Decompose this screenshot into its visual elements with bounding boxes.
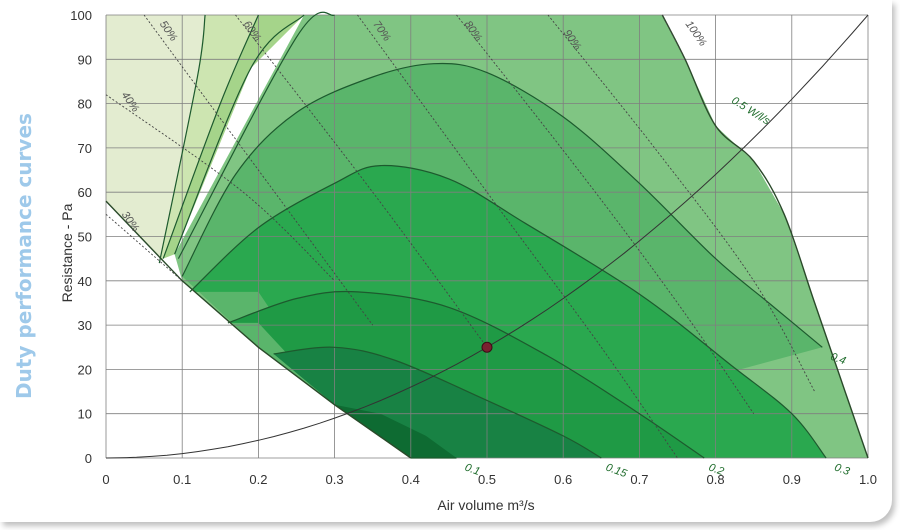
efficiency-line xyxy=(547,14,816,392)
y-tick-label: 90 xyxy=(78,52,92,67)
duty-performance-chart: 0.1 0.15 0.2 0.30.40.5 W/l/s 30%40%50% 60% 70… xyxy=(59,8,877,513)
efficiency-label: 100% xyxy=(683,19,709,49)
x-tick-label: 0 xyxy=(102,472,109,487)
x-tick-label: 0.6 xyxy=(554,472,572,487)
power-contour-line xyxy=(273,346,602,459)
zone-left-1 xyxy=(106,15,206,264)
zone-0-15 xyxy=(273,347,602,458)
power-contour-label: 0.3 xyxy=(833,462,852,479)
efficiency-line xyxy=(105,213,183,282)
efficiency-line xyxy=(235,14,488,348)
y-tick-label: 70 xyxy=(78,141,92,156)
y-tick-label: 30 xyxy=(78,318,92,333)
power-contour-line xyxy=(174,14,305,255)
power-contour-line xyxy=(177,11,335,259)
power-contour-label: 0.5 W/l/s xyxy=(729,95,772,128)
x-tick-label: 0.2 xyxy=(249,472,267,487)
y-tick-label: 0 xyxy=(85,451,92,466)
efficiency-line xyxy=(105,94,335,282)
x-tick-label: 0.5 xyxy=(478,472,496,487)
y-tick-label: 60 xyxy=(78,185,92,200)
y-axis-label: Resistance - Pa xyxy=(59,203,75,302)
efficiency-line xyxy=(357,14,678,459)
efficiency-line xyxy=(661,14,686,60)
x-tick-label: 0.8 xyxy=(707,472,725,487)
y-tick-label: 100 xyxy=(70,8,92,23)
power-contour-line xyxy=(158,14,206,264)
y-tick-label: 10 xyxy=(78,407,92,422)
zone-0-2 xyxy=(227,291,705,458)
boundary-line xyxy=(105,200,412,459)
x-tick-label: 0.3 xyxy=(326,472,344,487)
y-tick-label: 50 xyxy=(78,230,92,245)
power-contour-label: 0.4 xyxy=(829,351,847,368)
grid-lines xyxy=(105,14,869,459)
efficiency-line xyxy=(456,14,755,414)
x-axis-label: Air volume m³/s xyxy=(437,497,534,513)
y-tick-label: 80 xyxy=(78,97,92,112)
zone-0-1 xyxy=(334,404,457,458)
power-contour-line xyxy=(189,164,827,459)
system-curve xyxy=(105,14,869,459)
power-contour-line xyxy=(181,62,823,348)
efficiency-line xyxy=(143,14,374,326)
power-contour-label: 0.2 xyxy=(707,462,725,479)
x-tick-label: 0.4 xyxy=(402,472,420,487)
zone-left-3 xyxy=(163,15,305,259)
y-tick-label: 20 xyxy=(78,362,92,377)
x-tick-label: 0.1 xyxy=(173,472,191,487)
power-contour-line xyxy=(227,290,705,459)
power-contour-label: 0.1 xyxy=(463,462,481,479)
duty-point-marker xyxy=(481,341,493,353)
chart-card: Duty performance curves 0.1 0.15 0.2 0.3 0.4… xyxy=(12,8,878,513)
x-tick-label: 0.7 xyxy=(630,472,648,487)
outer-envelope-line xyxy=(661,14,869,459)
power-contour-line xyxy=(162,14,259,259)
x-tick-label: 0.9 xyxy=(783,472,801,487)
tick-labels: 0 0.1 0.2 0.3 0.4 0.5 0.6 0.7 0.8 0.9 1.0 0 10 20 30 40… xyxy=(70,8,877,487)
x-tick-label: 1.0 xyxy=(859,472,877,487)
power-contour-label: 0.15 xyxy=(604,462,629,481)
y-tick-label: 40 xyxy=(78,274,92,289)
